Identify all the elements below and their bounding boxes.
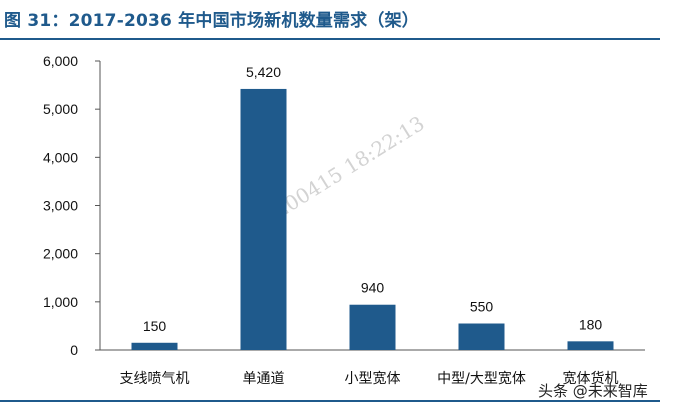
- category-label: 单通道: [243, 371, 285, 387]
- y-tick-label: 0: [70, 342, 78, 358]
- bar: [349, 304, 396, 350]
- y-tick-label: 5,000: [43, 101, 78, 117]
- category-label: 支线喷气机: [120, 371, 190, 387]
- y-tick-label: 1,000: [43, 294, 78, 310]
- category-labels: 支线喷气机 单通道 小型宽体 中型/大型宽体 宽体货机: [120, 370, 619, 387]
- footer-divider: [0, 400, 660, 402]
- bar: [240, 88, 287, 350]
- source-watermark: 头条 @未来智库: [538, 382, 648, 400]
- data-label: 940: [361, 280, 385, 296]
- data-label: 180: [579, 316, 603, 332]
- category-label: 中型/大型宽体: [437, 370, 526, 387]
- chart-title: 图 31：2017-2036 年中国市场新机数量需求（架）: [4, 11, 419, 31]
- data-label: 5,420: [246, 64, 281, 80]
- y-tick-label: 2,000: [43, 246, 78, 262]
- title-divider: [0, 38, 660, 40]
- bars: [131, 88, 614, 350]
- y-axis-ticks: 0 1,000 2,000 3,000 4,000 5,000 6,000: [43, 53, 100, 358]
- y-tick-label: 6,000: [43, 53, 78, 69]
- y-tick-label: 3,000: [43, 198, 78, 214]
- y-tick-label: 4,000: [43, 149, 78, 165]
- data-label: 550: [470, 299, 494, 315]
- bar: [458, 323, 505, 350]
- data-label: 150: [143, 318, 167, 334]
- bar: [131, 342, 178, 350]
- category-label: 小型宽体: [345, 370, 401, 387]
- category-label: 宽体货机: [563, 370, 619, 387]
- data-labels: 150 5,420 940 550 180: [143, 64, 603, 334]
- bar: [567, 341, 614, 350]
